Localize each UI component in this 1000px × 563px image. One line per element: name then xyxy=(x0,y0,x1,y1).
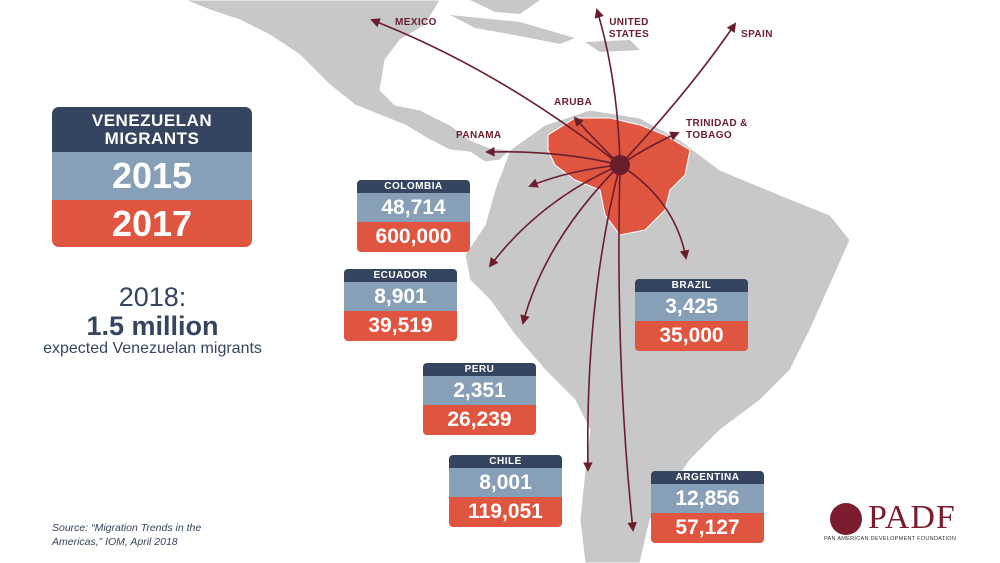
country-box-brazil: BRAZIL 3,425 35,000 xyxy=(635,279,748,351)
label-trinidad-tobago: TRINIDAD & TOBAGO xyxy=(686,118,748,141)
land-hispaniola xyxy=(585,40,640,52)
value-2017: 57,127 xyxy=(651,513,764,543)
label-aruba: ARUBA xyxy=(554,97,593,108)
country-name: ARGENTINA xyxy=(651,471,764,484)
caracas-origin-dot xyxy=(610,155,630,175)
value-2015: 3,425 xyxy=(635,292,748,321)
arrow-mexico xyxy=(370,18,621,166)
country-name: CHILE xyxy=(449,455,562,468)
label-panama: PANAMA xyxy=(456,130,502,141)
country-box-ecuador: ECUADOR 8,901 39,519 xyxy=(344,269,457,341)
migration-arrows xyxy=(370,8,737,532)
projection-value: 1.5 million xyxy=(86,311,219,341)
arrow-chile xyxy=(583,164,621,472)
year-legend: VENEZUELAN MIGRANTS 2015 2017 xyxy=(52,107,252,247)
land-north-america xyxy=(184,0,512,163)
value-2017: 119,051 xyxy=(449,497,562,527)
country-box-colombia: COLOMBIA 48,714 600,000 xyxy=(357,180,470,252)
country-name: BRAZIL xyxy=(635,279,748,292)
value-2015: 12,856 xyxy=(651,484,764,513)
legend-year-2017: 2017 xyxy=(52,200,252,247)
value-2015: 2,351 xyxy=(423,376,536,405)
globe-icon xyxy=(830,503,862,535)
country-box-argentina: ARGENTINA 12,856 57,127 xyxy=(651,471,764,543)
arrow-argentina xyxy=(618,164,637,532)
label-spain: SPAIN xyxy=(741,29,773,40)
value-2015: 8,901 xyxy=(344,282,457,311)
arrow-peru xyxy=(520,164,621,325)
land-cuba xyxy=(450,15,575,44)
label-mexico: MEXICO xyxy=(395,17,437,28)
logo-word: PADF xyxy=(868,499,956,536)
value-2015: 8,001 xyxy=(449,468,562,497)
country-name: ECUADOR xyxy=(344,269,457,282)
country-name: PERU xyxy=(423,363,536,376)
value-2017: 26,239 xyxy=(423,405,536,435)
projection-year: 2018: xyxy=(118,282,187,312)
value-2015: 48,714 xyxy=(357,193,470,222)
projection-note: expected Venezuelan migrants xyxy=(43,340,262,357)
country-name: COLOMBIA xyxy=(357,180,470,193)
legend-year-2015: 2015 xyxy=(52,152,252,200)
country-box-chile: CHILE 8,001 119,051 xyxy=(449,455,562,527)
arrow-spain xyxy=(619,22,737,166)
logo-tagline: PAN AMERICAN DEVELOPMENT FOUNDATION xyxy=(824,536,957,542)
legend-title: VENEZUELAN MIGRANTS xyxy=(52,107,252,152)
country-box-peru: PERU 2,351 26,239 xyxy=(423,363,536,435)
arrow-panama xyxy=(485,146,621,166)
arrow-brazil xyxy=(619,164,690,260)
land-florida xyxy=(470,0,540,14)
value-2017: 600,000 xyxy=(357,222,470,252)
source-note: Source: “Migration Trends in the America… xyxy=(52,522,202,548)
label-united-states: UNITED STATES xyxy=(608,17,650,40)
arrow-usa xyxy=(594,8,621,166)
value-2017: 39,519 xyxy=(344,311,457,341)
arrow-ecuador xyxy=(488,164,621,268)
value-2017: 35,000 xyxy=(635,321,748,351)
